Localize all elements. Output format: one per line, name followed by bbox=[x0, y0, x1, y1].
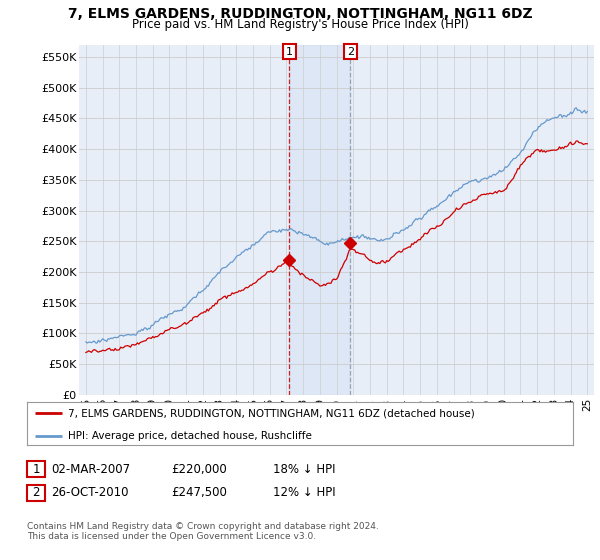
Text: 18% ↓ HPI: 18% ↓ HPI bbox=[273, 463, 335, 476]
Text: 2: 2 bbox=[347, 46, 354, 57]
Text: £220,000: £220,000 bbox=[171, 463, 227, 476]
Text: £247,500: £247,500 bbox=[171, 486, 227, 500]
Text: 02-MAR-2007: 02-MAR-2007 bbox=[51, 463, 130, 476]
Text: HPI: Average price, detached house, Rushcliffe: HPI: Average price, detached house, Rush… bbox=[68, 431, 312, 441]
Text: 26-OCT-2010: 26-OCT-2010 bbox=[51, 486, 128, 500]
Text: 12% ↓ HPI: 12% ↓ HPI bbox=[273, 486, 335, 500]
Text: Contains HM Land Registry data © Crown copyright and database right 2024.
This d: Contains HM Land Registry data © Crown c… bbox=[27, 522, 379, 542]
Bar bbox=[289, 45, 350, 395]
Text: 2: 2 bbox=[32, 486, 40, 500]
Text: 7, ELMS GARDENS, RUDDINGTON, NOTTINGHAM, NG11 6DZ: 7, ELMS GARDENS, RUDDINGTON, NOTTINGHAM,… bbox=[68, 7, 532, 21]
Text: Price paid vs. HM Land Registry's House Price Index (HPI): Price paid vs. HM Land Registry's House … bbox=[131, 18, 469, 31]
Text: 1: 1 bbox=[286, 46, 293, 57]
Text: 1: 1 bbox=[32, 463, 40, 476]
Text: 7, ELMS GARDENS, RUDDINGTON, NOTTINGHAM, NG11 6DZ (detached house): 7, ELMS GARDENS, RUDDINGTON, NOTTINGHAM,… bbox=[68, 408, 475, 418]
